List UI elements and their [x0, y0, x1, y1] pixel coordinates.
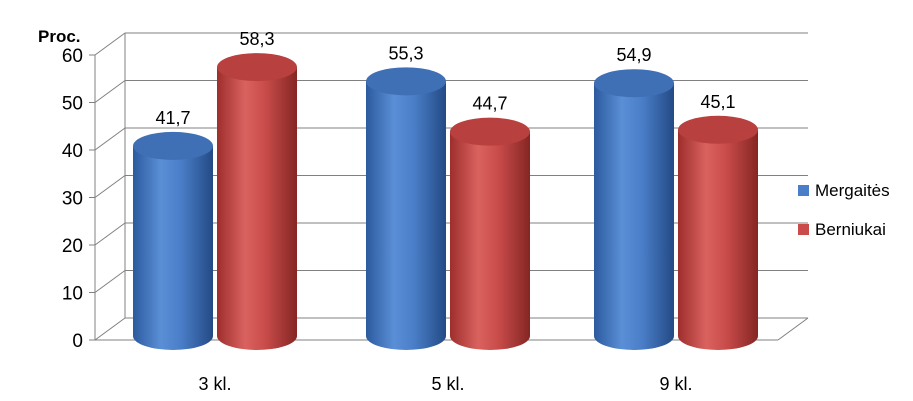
legend-label-berniukai: Berniukai — [815, 220, 886, 239]
floor-right-edge — [777, 317, 809, 341]
y-axis: 0 10 20 30 40 50 60 — [62, 46, 95, 352]
data-label: 41,7 — [155, 108, 190, 128]
bar-2-1 — [678, 115, 758, 350]
gridline-diagonal — [94, 175, 126, 198]
bar-top — [450, 117, 530, 146]
bar-body — [678, 129, 758, 350]
y-tick-label: 50 — [62, 94, 83, 115]
bar-body — [366, 81, 446, 350]
bar-0-0 — [133, 131, 213, 350]
y-tick-label: 10 — [62, 284, 83, 305]
legend-label-mergaites: Mergaitės — [815, 181, 890, 200]
bar-body — [217, 67, 297, 350]
y-tick-label: 20 — [62, 236, 83, 257]
gridline-diagonal — [94, 80, 126, 103]
bars — [133, 53, 758, 350]
y-tick-label: 30 — [62, 189, 83, 210]
gridline-diagonal — [94, 270, 126, 293]
bar-body — [450, 131, 530, 350]
bar-2-0 — [594, 69, 674, 350]
bar-body — [133, 145, 213, 350]
data-label: 45,1 — [700, 92, 735, 112]
gridline-diagonal — [94, 127, 126, 151]
bar-1-1 — [450, 117, 530, 350]
bar-1-0 — [366, 67, 446, 350]
y-tick-label: 60 — [62, 46, 83, 67]
y-tick-label: 40 — [62, 141, 83, 162]
legend-swatch-mergaites — [798, 185, 809, 196]
bar-top — [217, 53, 297, 82]
data-labels: 41,7 58,3 55,3 44,7 54,9 45,1 — [155, 29, 735, 128]
gridline-diagonal — [94, 222, 126, 246]
bar-top — [366, 67, 446, 96]
y-axis-title: Proc. — [38, 27, 81, 46]
bar-top — [594, 69, 674, 98]
bar-body — [594, 83, 674, 350]
gridline-diagonal — [94, 317, 126, 341]
x-tick-label: 9 kl. — [659, 374, 692, 394]
legend-swatch-berniukai — [798, 224, 809, 235]
x-tick-label: 5 kl. — [431, 374, 464, 394]
gridline-diagonal — [94, 32, 126, 56]
data-label: 58,3 — [239, 29, 274, 49]
bar-top — [133, 131, 213, 160]
bar-0-1 — [217, 53, 297, 350]
y-tick-label: 0 — [72, 331, 83, 352]
legend: Mergaitės Berniukai — [798, 181, 890, 239]
data-label: 44,7 — [472, 94, 507, 114]
x-tick-label: 3 kl. — [198, 374, 231, 394]
data-label: 54,9 — [616, 45, 651, 65]
bar-top — [678, 115, 758, 144]
x-axis: 3 kl. 5 kl. 9 kl. — [198, 374, 692, 394]
data-label: 55,3 — [388, 43, 423, 63]
